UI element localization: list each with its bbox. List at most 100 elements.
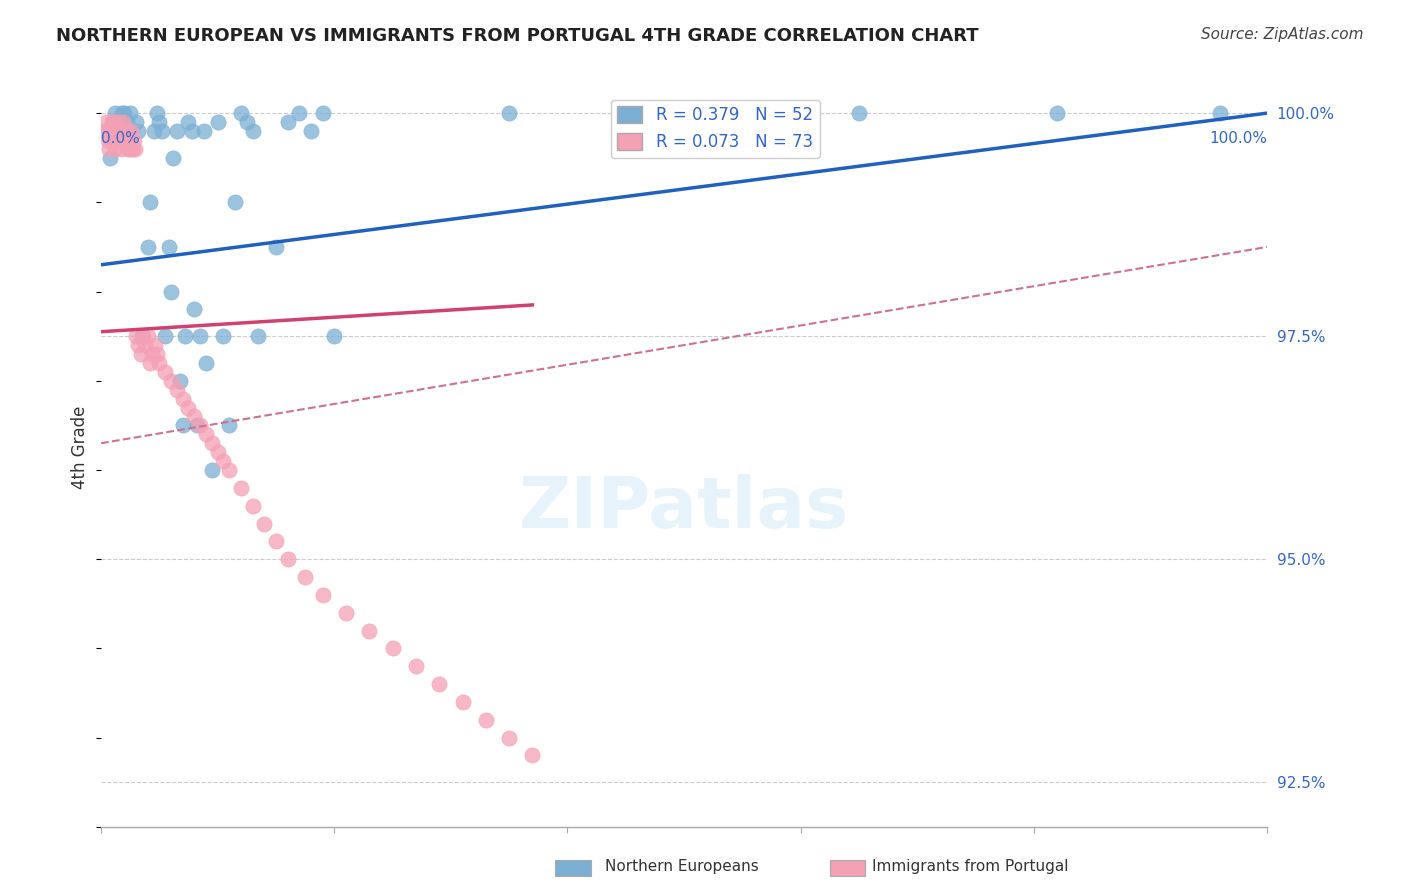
Point [160,374,183,388]
Point [207,445,229,459]
Point [129,347,152,361]
Point [277,552,299,566]
Point [229,106,252,120]
Point [131,329,153,343]
Point [104,142,127,156]
Point [132,329,155,343]
Point [118,133,141,147]
Point [264,534,287,549]
Point [207,115,229,129]
Point [111,106,134,120]
Point [193,124,215,138]
Point [146,106,169,120]
Point [405,659,427,673]
Point [125,329,148,343]
Point [1209,106,1232,120]
Point [174,329,197,343]
Point [101,115,124,129]
Point [122,133,145,147]
Point [242,499,264,513]
Point [100,124,122,138]
Point [111,133,134,147]
Point [104,115,127,129]
Point [110,142,132,156]
Point [242,124,264,138]
Point [143,338,166,352]
Point [162,151,184,165]
Point [96,124,118,138]
Point [111,124,134,138]
Point [153,329,176,343]
Text: Source: ZipAtlas.com: Source: ZipAtlas.com [1201,27,1364,42]
Point [181,124,204,138]
Point [169,374,191,388]
Point [142,124,165,138]
Point [134,338,156,352]
Point [201,436,224,450]
Point [172,418,194,433]
Point [288,106,311,120]
Point [115,115,138,129]
Point [112,133,135,147]
Point [335,606,357,620]
Point [172,392,194,406]
Text: Northern Europeans: Northern Europeans [605,859,758,874]
Point [105,133,128,147]
Point [253,516,276,531]
Point [100,133,122,147]
Y-axis label: 4th Grade: 4th Grade [72,406,89,490]
Point [299,124,322,138]
Point [105,133,128,147]
Point [100,151,122,165]
Point [139,195,162,210]
Point [294,570,316,584]
Point [218,463,240,477]
Point [673,106,696,120]
Point [427,677,450,691]
Point [125,115,148,129]
Point [323,329,346,343]
Point [114,133,136,147]
Point [183,302,205,317]
Point [107,115,129,129]
Point [148,356,170,370]
Point [101,124,124,138]
Point [224,195,246,210]
Point [98,142,121,156]
Point [166,383,188,397]
Point [498,731,520,745]
Point [94,115,117,129]
Point [112,115,135,129]
Point [311,106,333,120]
Text: 100.0%: 100.0% [1209,131,1267,146]
Point [229,481,252,495]
Point [498,106,520,120]
Point [247,329,270,343]
Point [195,427,218,442]
Legend: R = 0.379   N = 52, R = 0.073   N = 73: R = 0.379 N = 52, R = 0.073 N = 73 [610,100,820,158]
Point [97,133,120,147]
Point [136,329,159,343]
Point [105,124,128,138]
Point [104,106,127,120]
Point [136,240,159,254]
Point [146,347,169,361]
Point [121,142,143,156]
Point [117,142,139,156]
Text: 0.0%: 0.0% [101,131,139,146]
Point [107,115,129,129]
Point [141,347,163,361]
Point [277,115,299,129]
Point [112,106,135,120]
Point [212,329,235,343]
Point [108,133,131,147]
Point [195,356,218,370]
Point [188,329,211,343]
Point [186,418,208,433]
Point [177,401,200,415]
Point [236,115,259,129]
Point [183,409,205,424]
Point [311,588,333,602]
Point [157,240,180,254]
Text: Immigrants from Portugal: Immigrants from Portugal [872,859,1069,874]
